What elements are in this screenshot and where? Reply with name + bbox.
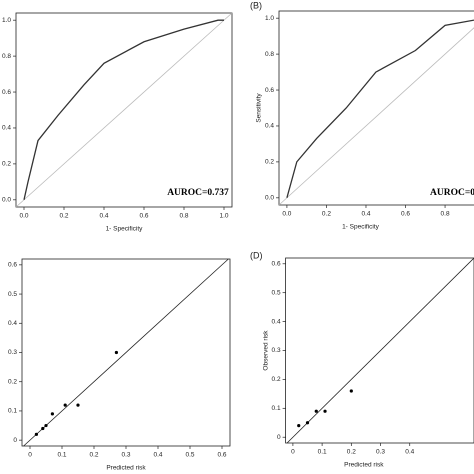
panel: 0.0 0.2 0.4 0.6 0.8 0.0 0.2 0.4 0.6 0.8 1.0 1- Spec… [250, 0, 474, 231]
x-tick-label: 0.8 [179, 213, 188, 220]
data-point [114, 350, 118, 355]
plot-frame [15, 12, 233, 208]
data-point [34, 432, 39, 436]
data-point [41, 426, 45, 431]
data-point [297, 424, 301, 428]
y-tick-label: 0.8 [2, 53, 11, 60]
data-point [76, 403, 80, 407]
y-tick-label: 0 [13, 437, 17, 444]
x-tick-label: 0.2 [347, 449, 356, 456]
roc-curve [23, 19, 224, 200]
x-tick-label: 0.1 [318, 449, 327, 456]
y-tick-label: 0.5 [272, 289, 281, 296]
y-tick-label: 0.2 [265, 159, 274, 166]
y-tick-label: 0.5 [8, 291, 17, 298]
reference-line [286, 257, 474, 444]
y-tick-label: 0 [277, 434, 281, 441]
y-tick-label: 0.1 [8, 408, 17, 415]
x-tick-label: 0.8 [441, 211, 450, 218]
x-tick-label: 0 [291, 449, 295, 456]
y-tick-label: 1.0 [2, 17, 11, 24]
reference-line [23, 258, 229, 447]
y-tick-label: 0.1 [272, 405, 281, 412]
annotation: AUROC=0.6 [430, 188, 474, 198]
x-tick-label: 0.3 [376, 449, 385, 456]
y-tick-label: 0.0 [265, 195, 274, 202]
y-axis-label: Observed risk [262, 330, 269, 371]
y-tick-label: 0.8 [265, 51, 274, 58]
reference-line [15, 12, 233, 208]
panel: 0.0 0.2 0.4 0.6 0.8 1.0 0.0 0.2 0.4 0.6 0.8 1.0 1- S… [2, 12, 233, 233]
panel-label: (B) [250, 0, 262, 10]
panel: 0 0.1 0.2 0.3 0.4 0.5 0.6 0 0.1 0.2 0.3 0.4 0.5 0.6 Pr… [8, 258, 231, 472]
data-point [349, 389, 353, 393]
x-tick-label: 0.6 [401, 211, 410, 218]
x-tick-label: 0.6 [217, 452, 226, 459]
y-tick-label: 0.6 [272, 261, 281, 268]
roc-curve [286, 19, 474, 198]
x-tick-label: 0.4 [153, 452, 162, 459]
y-tick-label: 0.4 [265, 123, 274, 130]
data-point [50, 412, 55, 416]
y-tick-label: 0.2 [272, 376, 281, 383]
x-tick-label: 0.6 [139, 213, 148, 220]
x-tick-label: 0.0 [19, 213, 28, 220]
y-tick-label: 0.3 [8, 349, 17, 356]
y-tick-label: 0.6 [8, 262, 17, 269]
annotation: AUROC=0.737 [167, 188, 229, 198]
y-tick-label: 0.3 [272, 347, 281, 354]
x-tick-label: 0.5 [185, 452, 194, 459]
x-tick-label: 0.2 [322, 211, 331, 218]
y-tick-label: 0.2 [2, 161, 11, 168]
data-point [305, 421, 310, 425]
x-axis-label: 1- Specificity [342, 224, 380, 231]
plot-frame [278, 10, 474, 206]
x-tick-label: 0.2 [59, 213, 68, 220]
y-tick-label: 0.2 [8, 378, 17, 385]
data-point [323, 409, 327, 413]
y-tick-label: 0.4 [8, 320, 17, 327]
x-axis-label: 1- Specificity [106, 226, 144, 233]
reference-line [278, 27, 474, 206]
data-point [314, 409, 318, 413]
x-tick-label: 0.3 [121, 452, 130, 459]
panel-label: (D) [250, 250, 263, 260]
y-tick-label: 1.0 [265, 15, 274, 22]
x-axis-label: Predicted risk [344, 462, 384, 469]
x-tick-label: 0.4 [361, 211, 370, 218]
data-point [44, 423, 48, 428]
y-tick-label: 0.4 [272, 318, 281, 325]
x-tick-label: 0.4 [405, 449, 414, 456]
x-tick-label: 0.2 [89, 452, 98, 459]
y-tick-label: 0.4 [2, 125, 11, 132]
x-tick-label: 1.0 [219, 213, 228, 220]
x-tick-label: 0.1 [57, 452, 66, 459]
x-tick-label: 0.4 [99, 213, 108, 220]
y-tick-label: 0.0 [2, 197, 11, 204]
y-tick-label: 0.6 [265, 87, 274, 94]
panel: 0 0.1 0.2 0.3 0.4 0 0.1 0.2 0.3 0.4 0.5 0.6 Predicte… [250, 250, 474, 469]
y-axis-label: Sensitivity [256, 93, 263, 123]
x-axis-label: Predicted risk [106, 465, 146, 472]
data-point [63, 403, 67, 407]
x-tick-label: 0.0 [282, 211, 291, 218]
y-tick-label: 0.6 [2, 89, 11, 96]
x-tick-label: 0 [28, 452, 32, 459]
